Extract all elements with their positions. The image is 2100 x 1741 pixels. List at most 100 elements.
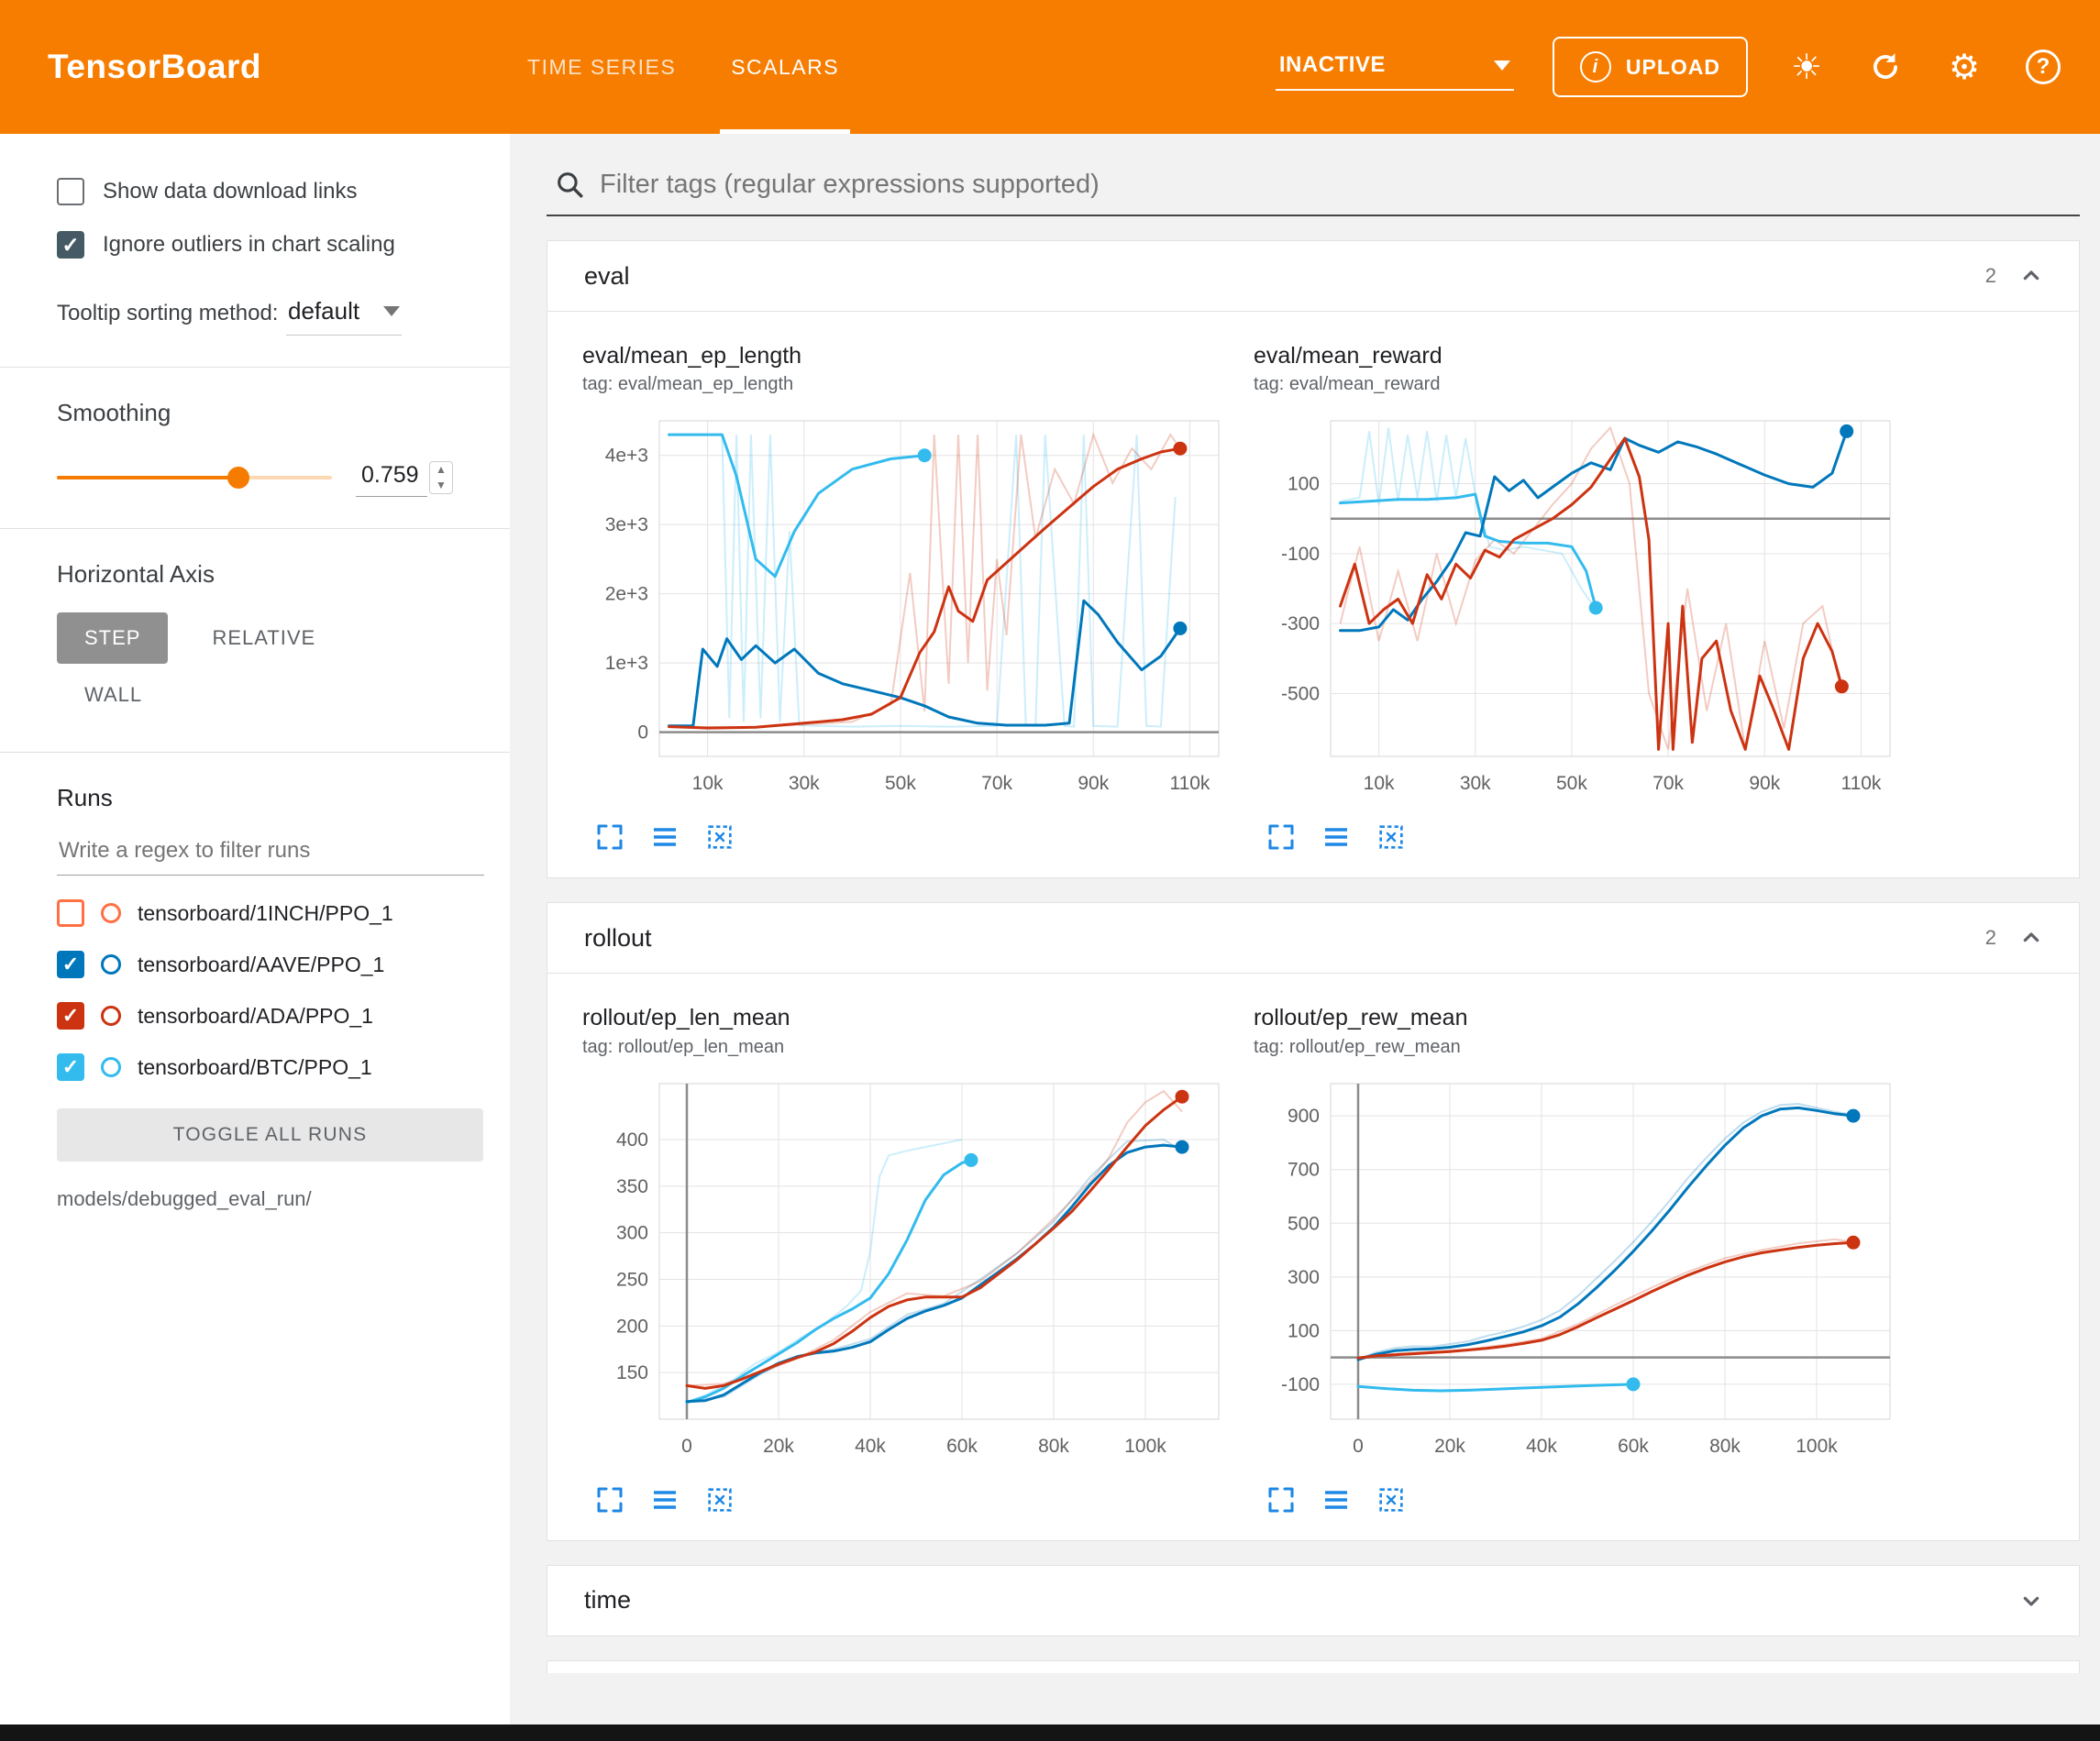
svg-text:0: 0 xyxy=(681,1436,692,1457)
ignore-outliers-label: Ignore outliers in chart scaling xyxy=(103,232,395,257)
run-label: tensorboard/ADA/PPO_1 xyxy=(138,1003,373,1028)
svg-text:30k: 30k xyxy=(1460,773,1491,794)
run-checkbox[interactable] xyxy=(57,951,84,978)
fit-domain-icon[interactable] xyxy=(705,1485,735,1515)
chart-toolbar xyxy=(582,1485,1230,1515)
chevron-up-icon[interactable] xyxy=(2017,923,2046,953)
divider xyxy=(0,367,510,368)
section-header-time[interactable]: time xyxy=(547,1566,2079,1636)
fit-domain-icon[interactable] xyxy=(1376,1485,1406,1515)
horizontal-axis-label: Horizontal Axis xyxy=(57,560,215,588)
svg-text:20k: 20k xyxy=(763,1436,794,1457)
upload-button[interactable]: i UPLOAD xyxy=(1552,37,1748,97)
svg-text:80k: 80k xyxy=(1038,1436,1069,1457)
chart-eval-mean-ep-length: eval/mean_ep_length tag: eval/mean_ep_le… xyxy=(582,339,1230,852)
status-dropdown[interactable]: INACTIVE xyxy=(1275,43,1514,91)
svg-text:-300: -300 xyxy=(1281,613,1320,634)
run-row[interactable]: tensorboard/1INCH/PPO_1 xyxy=(57,899,484,927)
svg-text:300: 300 xyxy=(1288,1266,1320,1287)
chart-rollout-ep-rew-mean: rollout/ep_rew_mean tag: rollout/ep_rew_… xyxy=(1254,1001,1901,1514)
line-chart[interactable]: 10k 30k 50k 70k 90k 110k -500 -300 -100 100 xyxy=(1254,404,1901,813)
fullscreen-icon[interactable] xyxy=(1266,822,1296,852)
tooltip-sorting-select[interactable]: default xyxy=(286,292,403,336)
section-header-rollout[interactable]: rollout 2 xyxy=(547,903,2079,973)
svg-text:-500: -500 xyxy=(1281,684,1320,705)
svg-text:150: 150 xyxy=(616,1362,648,1383)
runs-filter-input[interactable] xyxy=(57,823,484,876)
smoothing-stepper: ▲ ▼ xyxy=(429,460,453,495)
show-download-links-checkbox[interactable] xyxy=(57,178,84,205)
smoothing-value-input[interactable]: 0.759 xyxy=(356,458,427,497)
line-chart[interactable]: 10k 30k 50k 70k 90k 110k 0 1e+3 2e+3 3e+3 4e+3 xyxy=(582,404,1230,813)
svg-text:50k: 50k xyxy=(1556,773,1587,794)
chart-title: rollout/ep_len_mean xyxy=(582,1005,790,1031)
chevron-up-icon[interactable] xyxy=(2017,261,2046,291)
stepper-down-icon[interactable]: ▼ xyxy=(436,479,447,491)
runs-table-icon[interactable] xyxy=(650,1485,680,1515)
fullscreen-icon[interactable] xyxy=(1266,1485,1296,1515)
line-chart[interactable]: 0 20k 40k 60k 80k 100k 150 200 250 300 350 400 xyxy=(582,1067,1230,1476)
stepper-up-icon[interactable]: ▲ xyxy=(436,462,447,476)
fit-domain-icon[interactable] xyxy=(1376,822,1406,852)
tooltip-sorting-label: Tooltip sorting method: xyxy=(57,301,279,326)
section-header-eval[interactable]: eval 2 xyxy=(547,241,2079,311)
svg-text:400: 400 xyxy=(616,1129,648,1151)
settings-gear-icon[interactable]: ⚙ xyxy=(1948,48,1981,87)
svg-text:110k: 110k xyxy=(1840,773,1881,794)
runs-table-icon[interactable] xyxy=(650,822,680,852)
chart-tag: tag: eval/mean_ep_length xyxy=(582,374,794,395)
svg-text:900: 900 xyxy=(1288,1106,1320,1127)
fullscreen-icon[interactable] xyxy=(595,822,624,852)
run-checkbox[interactable] xyxy=(57,899,84,927)
svg-text:700: 700 xyxy=(1288,1159,1320,1180)
tag-filter-bar xyxy=(547,161,2080,216)
help-icon[interactable]: ? xyxy=(2023,47,2063,87)
tab-bar: TIME SERIES SCALARS xyxy=(500,0,867,134)
run-row[interactable]: tensorboard/AAVE/PPO_1 xyxy=(57,951,484,978)
toggle-all-runs-button[interactable]: TOGGLE ALL RUNS xyxy=(57,1108,483,1162)
axis-relative-button[interactable]: RELATIVE xyxy=(212,626,316,649)
ignore-outliers-checkbox[interactable] xyxy=(57,231,84,259)
tooltip-sorting-value: default xyxy=(288,297,360,325)
svg-text:100: 100 xyxy=(1288,1320,1320,1341)
run-checkbox[interactable] xyxy=(57,1002,84,1030)
run-row[interactable]: tensorboard/ADA/PPO_1 xyxy=(57,1002,484,1030)
ignore-outliers-row: Ignore outliers in chart scaling xyxy=(57,231,484,259)
run-label: tensorboard/BTC/PPO_1 xyxy=(138,1054,372,1079)
section-card-time: time xyxy=(547,1564,2080,1636)
smoothing-label: Smoothing xyxy=(57,399,171,426)
run-row[interactable]: tensorboard/BTC/PPO_1 xyxy=(57,1053,484,1081)
section-chart-count: 2 xyxy=(1984,926,1996,950)
smoothing-slider[interactable] xyxy=(57,466,332,490)
theme-brightness-icon[interactable]: ☀ xyxy=(1790,48,1823,87)
axis-step-button[interactable]: STEP xyxy=(57,612,169,664)
chevron-down-icon[interactable] xyxy=(2017,1586,2046,1615)
svg-text:90k: 90k xyxy=(1078,773,1109,794)
run-checkbox[interactable] xyxy=(57,1053,84,1081)
line-chart[interactable]: 0 20k 40k 60k 80k 100k -100 100 300 500 700 900 xyxy=(1254,1067,1901,1476)
divider xyxy=(0,528,510,529)
runs-table-icon[interactable] xyxy=(1321,1485,1351,1515)
axis-wall-button[interactable]: WALL xyxy=(84,683,143,706)
tab-time-series[interactable]: TIME SERIES xyxy=(527,54,677,79)
tag-filter-input[interactable] xyxy=(600,169,2076,200)
runs-table-icon[interactable] xyxy=(1321,822,1351,852)
tab-scalars[interactable]: SCALARS xyxy=(703,0,867,134)
chart-toolbar xyxy=(582,822,1230,852)
show-download-links-row: Show data download links xyxy=(57,178,484,205)
svg-text:250: 250 xyxy=(616,1269,648,1290)
runs-base-path: models/debugged_eval_run/ xyxy=(57,1187,312,1210)
run-color-swatch xyxy=(101,1057,121,1077)
smoothing-slider-fill xyxy=(57,476,238,479)
next-section-card-edge xyxy=(547,1659,2080,1673)
smoothing-slider-thumb[interactable] xyxy=(227,467,249,489)
fit-domain-icon[interactable] xyxy=(705,822,735,852)
chart-title: eval/mean_reward xyxy=(1254,343,1442,369)
fullscreen-icon[interactable] xyxy=(595,1485,624,1515)
svg-text:300: 300 xyxy=(616,1222,648,1243)
refresh-icon[interactable] xyxy=(1865,47,1906,87)
run-label: tensorboard/AAVE/PPO_1 xyxy=(138,952,385,976)
svg-text:10k: 10k xyxy=(692,773,724,794)
svg-text:200: 200 xyxy=(616,1316,648,1337)
